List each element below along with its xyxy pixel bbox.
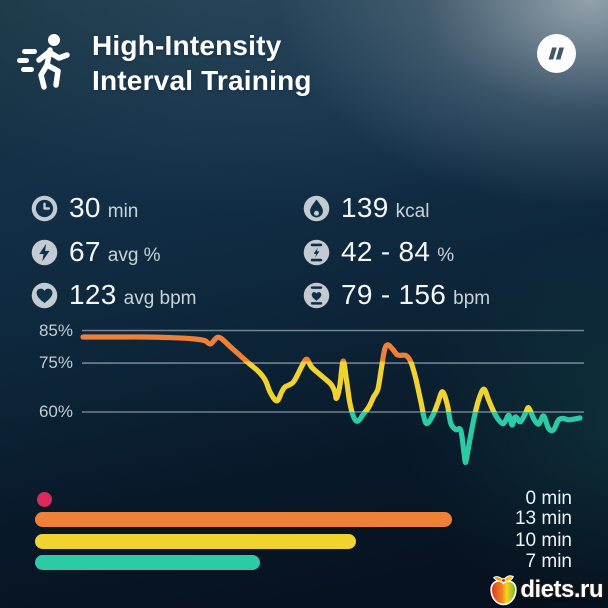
line-segment-medium-zone	[242, 361, 534, 412]
legend-bar-medium	[35, 533, 356, 549]
legend-row-medium: 10 min	[35, 529, 572, 552]
line-segment-high-zone	[80, 334, 414, 362]
legend-bar-max	[37, 492, 52, 507]
title-line-2: Interval Training	[92, 65, 312, 96]
avg-bpm-value: 123	[69, 279, 117, 310]
legend-label-max: 0 min	[525, 488, 572, 509]
title-line-1: High-Intensity	[92, 30, 282, 61]
stat-heart-rate-range: 79 - 156 bpm	[303, 279, 490, 311]
stat-calories: 139 kcal	[303, 192, 429, 224]
stat-intensity-range: 42 - 84%	[303, 236, 454, 268]
legend-row-max: 0 min	[35, 488, 572, 510]
stat-text: 79 - 156 bpm	[341, 279, 490, 311]
duration-value: 30	[69, 192, 101, 223]
heart-range-icon	[303, 282, 330, 309]
clock-icon	[31, 195, 58, 222]
legend-label-high: 13 min	[514, 508, 572, 529]
calories-unit: kcal	[395, 201, 430, 222]
calories-icon	[303, 195, 330, 222]
stat-text: 139 kcal	[341, 192, 429, 224]
watermark-text: diets.ru	[520, 575, 603, 603]
avg-intensity-unit: avg %	[107, 245, 161, 266]
duration-unit: min	[107, 201, 139, 222]
heart-rate-zone-chart	[80, 329, 584, 466]
intensity-range-icon	[303, 239, 330, 266]
y-axis-label-85: 85%	[38, 320, 73, 340]
stat-text: 123 avg bpm	[69, 279, 197, 311]
zone-duration-legend: 0 min 13 min 10 min 7 min	[35, 488, 572, 573]
legend-row-high: 13 min	[35, 508, 572, 530]
calories-value: 139	[341, 192, 389, 223]
avg-intensity-value: 67	[69, 236, 101, 267]
stat-avg-heart-rate: 123 avg bpm	[31, 279, 197, 311]
bolt-icon	[31, 239, 58, 266]
line-segment-low-zone	[349, 412, 583, 466]
legend-bar-light	[35, 554, 260, 570]
zones-app-logo-icon	[537, 34, 576, 73]
heart-icon	[31, 282, 58, 309]
intensity-range-value: 42 - 84	[341, 236, 431, 267]
avg-bpm-unit: avg bpm	[123, 288, 197, 309]
y-axis-label-60: 60%	[38, 402, 73, 421]
legend-label-medium: 10 min	[514, 529, 572, 551]
legend-label-light: 7 min	[525, 550, 572, 572]
stat-text: 67 avg %	[69, 236, 161, 268]
apple-icon	[490, 575, 518, 606]
running-icon	[16, 28, 72, 94]
bpm-range-value: 79 - 156	[341, 279, 447, 310]
stat-text: 42 - 84%	[341, 236, 454, 268]
legend-row-light: 7 min	[35, 550, 572, 573]
legend-bar-high	[35, 512, 453, 527]
stat-avg-intensity: 67 avg %	[31, 236, 161, 268]
stat-duration: 30 min	[31, 192, 138, 224]
intensity-range-unit: %	[437, 245, 455, 266]
page-title: High-Intensity Interval Training	[92, 28, 312, 98]
diets-ru-watermark: diets.ru	[488, 573, 603, 606]
bpm-range-unit: bpm	[453, 288, 491, 309]
stat-text: 30 min	[69, 192, 138, 224]
y-axis-label-75: 75%	[38, 353, 73, 373]
